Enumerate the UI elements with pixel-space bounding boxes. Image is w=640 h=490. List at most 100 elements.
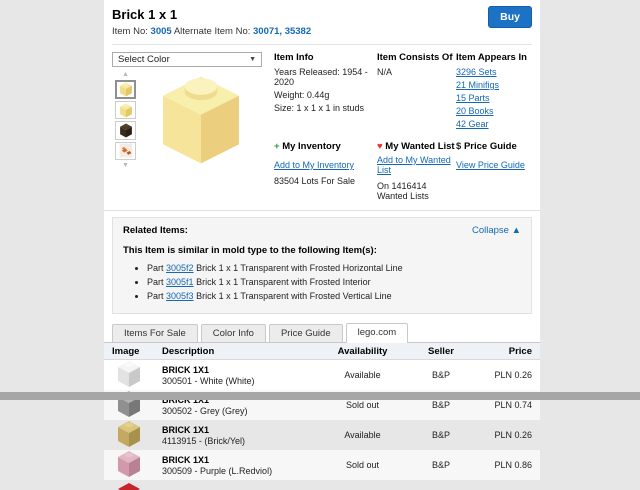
tab-items-for-sale[interactable]: Items For Sale (112, 324, 198, 342)
row-description: BRICK 1X1 300501 - White (White) (162, 364, 255, 386)
col-header-description: Description (162, 345, 215, 357)
image-viewer: ▲ (112, 71, 262, 169)
appears-in-heading: Item Appears In (456, 52, 527, 63)
consists-of-value: N/A (377, 67, 393, 77)
related-items-intro: This Item is similar in mold type to the… (123, 245, 377, 256)
alt-item-no-label: Alternate Item No: (173, 26, 251, 37)
years-released: Years Released: 1954 - 2020 (274, 67, 368, 87)
related-items-list: Part 3005f2 Brick 1 x 1 Transparent with… (147, 263, 521, 301)
list-item: Part 3005f1 Brick 1 x 1 Transparent with… (147, 277, 521, 287)
related-part-link[interactable]: 3005f3 (166, 291, 194, 301)
consists-of-heading: Item Consists Of (377, 52, 453, 63)
brick-icon (118, 451, 140, 477)
yellow-brick-icon (119, 82, 132, 97)
row-availability: Sold out (345, 460, 380, 470)
appears-in-sets-link[interactable]: 3296 Sets (456, 67, 497, 77)
select-color-dropdown[interactable]: Select Color ▼ (112, 52, 262, 67)
table-row[interactable]: BRICK 1X1 4113915 - (Brick/Yel) Availabl… (104, 420, 540, 450)
list-item: Part 3005f2 Brick 1 x 1 Transparent with… (147, 263, 521, 273)
thumbnail-yellow-brick[interactable] (115, 101, 136, 120)
thumbnail-dark-brown-brick[interactable] (115, 121, 136, 140)
thumbnail-yellow-brick-selected[interactable] (115, 80, 136, 99)
scroll-up-icon[interactable]: ▲ (122, 71, 129, 78)
thumbnail-orange-parts-photo[interactable] (115, 141, 136, 160)
add-to-wanted-list-link[interactable]: Add to My Wanted List (377, 155, 451, 175)
row-price: PLN 0.26 (494, 430, 532, 440)
col-header-price: Price (508, 345, 532, 357)
add-to-inventory-link[interactable]: Add to My Inventory (274, 160, 355, 170)
page-header: Brick 1 x 1 Item No: 3005 Alternate Item… (104, 0, 540, 45)
col-header-image: Image (112, 345, 140, 357)
yellow-brick-large-image (162, 76, 239, 164)
brick-icon (118, 361, 140, 387)
size: Size: 1 x 1 x 1 in studs (274, 103, 365, 113)
alt-item-no-links[interactable]: 30071, 35382 (253, 26, 312, 37)
row-description: BRICK 1X1 4113915 - (Brick/Yel) (162, 424, 246, 446)
row-seller: B&P (431, 430, 450, 440)
bottom-scrollbar[interactable] (0, 392, 640, 400)
row-price: PLN 0.26 (494, 370, 532, 380)
main-section: Select Color ▼ ▲ (104, 45, 540, 201)
row-description: BRICK 1X1 300509 - Purple (L.Redviol) (162, 454, 273, 476)
orange-parts-icon (119, 143, 132, 158)
page-title: Brick 1 x 1 (112, 7, 178, 22)
red-brick-icon (118, 483, 140, 490)
related-items-box: Related Items: Collapse ▲ This Item is s… (112, 217, 532, 314)
tab-bar: Items For Sale Color Info Price Guide le… (104, 314, 540, 343)
row-seller: B&P (431, 400, 450, 410)
related-part-link[interactable]: 3005f1 (166, 277, 194, 287)
purple-brick-thumbnail (112, 450, 162, 480)
row-seller: B&P (431, 460, 450, 470)
yellow-brick-icon (119, 103, 132, 118)
appears-in-parts-link[interactable]: 15 Parts (456, 93, 490, 103)
header-divider (112, 44, 532, 45)
item-no-link[interactable]: 3005 (150, 26, 172, 37)
item-number-line: Item No: 3005 Alternate Item No: 30071, … (112, 26, 532, 37)
price-guide-block: $ Price Guide View Price Guide (456, 141, 532, 201)
chevron-down-icon: ▼ (249, 56, 256, 63)
thumbnail-strip: ▲ (112, 71, 139, 169)
item-info-column: Item Info Years Released: 1954 - 2020 We… (274, 52, 377, 132)
col-header-seller: Seller (428, 345, 454, 357)
image-panel: Select Color ▼ ▲ (112, 52, 262, 201)
related-part-link[interactable]: 3005f2 (166, 263, 194, 273)
table-row-partial (104, 480, 540, 490)
row-price: PLN 0.74 (494, 400, 532, 410)
section-divider (104, 210, 540, 211)
view-price-guide-link[interactable]: View Price Guide (456, 160, 525, 170)
price-guide-heading: $ Price Guide (456, 141, 517, 152)
brick-icon (118, 421, 140, 447)
consists-of-column: Item Consists Of N/A (377, 52, 456, 132)
select-color-label: Select Color (118, 54, 170, 65)
appears-in-gear-link[interactable]: 42 Gear (456, 119, 489, 129)
table-row[interactable]: BRICK 1X1 300509 - Purple (L.Redviol) So… (104, 450, 540, 480)
collapse-link[interactable]: Collapse ▲ (471, 225, 521, 236)
row-availability: Available (344, 430, 381, 440)
my-wanted-list-heading: ♥ My Wanted List (377, 141, 455, 152)
appears-in-minifigs-link[interactable]: 21 Minifigs (456, 80, 500, 90)
row-seller: B&P (431, 370, 450, 380)
heart-icon: ♥ (377, 141, 383, 152)
appears-in-column: Item Appears In 3296 Sets 21 Minifigs 15… (456, 52, 532, 132)
main-part-image (139, 71, 262, 169)
white-brick-thumbnail (112, 360, 162, 390)
wanted-lists-note: On 1416414 Wanted Lists (377, 181, 429, 201)
list-item: Part 3005f3 Brick 1 x 1 Transparent with… (147, 291, 521, 301)
tab-lego-com[interactable]: lego.com (345, 323, 409, 343)
tab-color-info[interactable]: Color Info (200, 324, 266, 342)
tan-brick-thumbnail (112, 420, 162, 450)
tab-price-guide[interactable]: Price Guide (268, 324, 343, 342)
table-header-row: Image Description Availability Seller Pr… (104, 343, 540, 360)
related-items-heading: Related Items: (123, 225, 188, 236)
scroll-down-icon[interactable]: ▼ (122, 161, 129, 169)
my-inventory-heading: + My Inventory (274, 141, 341, 152)
dark-brown-brick-icon (119, 123, 132, 138)
table-row[interactable]: BRICK 1X1 300501 - White (White) Availab… (104, 360, 540, 390)
item-info-panel: Item Info Years Released: 1954 - 2020 We… (262, 52, 532, 201)
lots-for-sale-note: 83504 Lots For Sale (274, 176, 356, 186)
row-availability: Sold out (345, 400, 380, 410)
buy-button[interactable]: Buy (488, 6, 532, 28)
appears-in-books-link[interactable]: 20 Books (456, 106, 494, 116)
my-inventory-block: + My Inventory Add to My Inventory 83504… (274, 141, 377, 201)
row-price: PLN 0.86 (494, 460, 532, 470)
